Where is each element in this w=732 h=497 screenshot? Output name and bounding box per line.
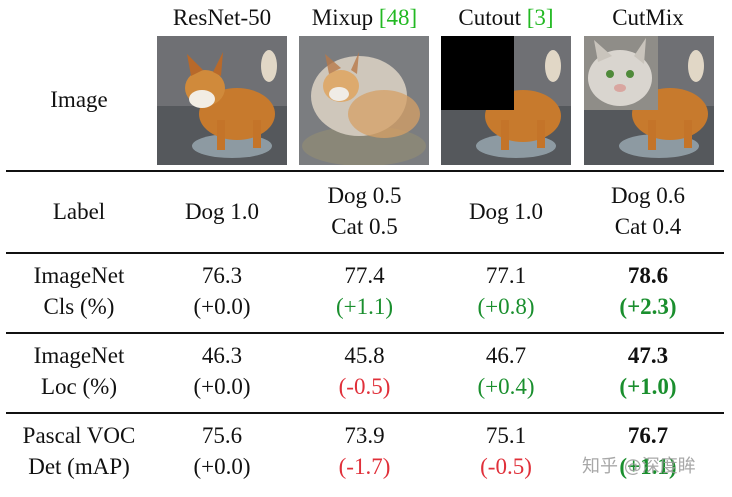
cls-cell-mixup: 77.4 (+1.1): [335, 263, 394, 319]
cutout-masked-image: [441, 36, 571, 165]
det-cell-cutout: 75.1 (-0.5): [480, 423, 532, 479]
cutmix-patched-image: [584, 36, 714, 165]
cls-cell-cutmix: 78.6 (+2.3): [619, 263, 677, 319]
citation-link[interactable]: [3]: [526, 5, 554, 30]
table-divider: [6, 412, 724, 414]
table-divider: [6, 332, 724, 334]
det-cell-resnet: 75.6 (+0.0): [193, 423, 251, 479]
loc-cell-mixup: 45.8 (-0.5): [338, 343, 391, 399]
mixup-blended-image: [299, 36, 429, 165]
row-label-imagenet-cls: ImageNet Cls (%): [33, 263, 125, 319]
table-divider: [6, 252, 724, 254]
column-header-cutout: Cutout [3]: [458, 5, 554, 30]
resnet-dog-image: [157, 36, 287, 165]
table-divider: [6, 170, 724, 172]
label-cell-cutout: Dog 1.0: [468, 199, 544, 224]
label-cell-mixup: Dog 0.5 Cat 0.5: [327, 183, 402, 239]
loc-cell-cutout: 46.7 (+0.4): [477, 343, 535, 399]
loc-cell-cutmix: 47.3 (+1.0): [619, 343, 677, 399]
det-cell-mixup: 73.9 (-1.7): [338, 423, 391, 479]
column-header-mixup: Mixup [48]: [311, 5, 418, 30]
column-header-resnet: ResNet-50: [172, 5, 272, 30]
cls-cell-resnet: 76.3 (+0.0): [193, 263, 251, 319]
column-header-cutmix: CutMix: [612, 5, 684, 30]
det-cell-cutmix: 76.7 (+1.1): [619, 423, 677, 479]
zhihu-watermark: 知乎 @深度眸: [582, 456, 696, 477]
label-cell-resnet: Dog 1.0: [184, 199, 260, 224]
row-label-image: Image: [50, 87, 108, 112]
row-label-label: Label: [52, 199, 106, 224]
loc-cell-resnet: 46.3 (+0.0): [193, 343, 251, 399]
row-label-pascal-voc-det: Pascal VOC Det (mAP): [22, 423, 136, 479]
cls-cell-cutout: 77.1 (+0.8): [477, 263, 535, 319]
citation-link[interactable]: [48]: [378, 5, 418, 30]
label-cell-cutmix: Dog 0.6 Cat 0.4: [610, 183, 686, 239]
row-label-imagenet-loc: ImageNet Loc (%): [33, 343, 125, 399]
